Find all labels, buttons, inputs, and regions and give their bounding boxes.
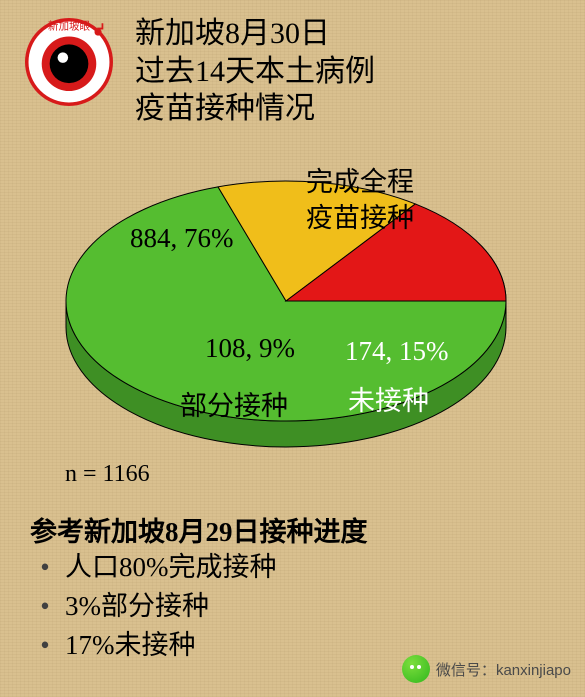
- reference-heading: 参考新加坡8月29日接种进度: [30, 510, 368, 549]
- logo-badge: 新加坡眼: [25, 18, 113, 106]
- bullet-icon: •: [25, 587, 65, 626]
- bullet-icon: •: [25, 626, 65, 665]
- slice-label: 部分接种: [180, 391, 288, 421]
- reference-list-text: 人口80%完成接种: [65, 552, 277, 582]
- reference-list-item: •17%未接种: [25, 626, 277, 665]
- wechat-icon: [402, 655, 430, 683]
- reference-list-text: 17%未接种: [65, 630, 196, 660]
- bullet-icon: •: [25, 548, 65, 587]
- vaccination-pie-chart: 884, 76% 完成全程疫苗接种 108, 9% 部分接种 174, 15% 未接种: [50, 135, 530, 455]
- slice-label: 未接种: [348, 386, 429, 416]
- reference-list-item: •3%部分接种: [25, 587, 277, 626]
- reference-list: •人口80%完成接种•3%部分接种•17%未接种: [25, 548, 277, 665]
- reference-list-text: 3%部分接种: [65, 591, 209, 621]
- sample-size: n = 1166: [65, 461, 150, 488]
- wechat-watermark: 微信号：kanxinjiapo: [402, 655, 571, 683]
- reference-list-item: •人口80%完成接种: [25, 548, 277, 587]
- slice-value: 174, 15%: [345, 336, 449, 366]
- title-line-2: 过去14天本土病例: [135, 53, 375, 91]
- svg-text:新加坡眼: 新加坡眼: [48, 19, 91, 32]
- slice-label: 疫苗接种: [306, 203, 414, 233]
- eye-logo-icon: 新加坡眼: [25, 18, 113, 106]
- slice-value: 108, 9%: [205, 333, 295, 363]
- wechat-text: 微信号：kanxinjiapo: [436, 659, 571, 680]
- chart-title: 新加坡8月30日 过去14天本土病例 疫苗接种情况: [135, 15, 375, 128]
- title-line-1: 新加坡8月30日: [135, 15, 375, 53]
- title-line-3: 疫苗接种情况: [135, 90, 375, 128]
- slice-label: 完成全程: [306, 167, 414, 197]
- slice-value: 884, 76%: [130, 223, 234, 253]
